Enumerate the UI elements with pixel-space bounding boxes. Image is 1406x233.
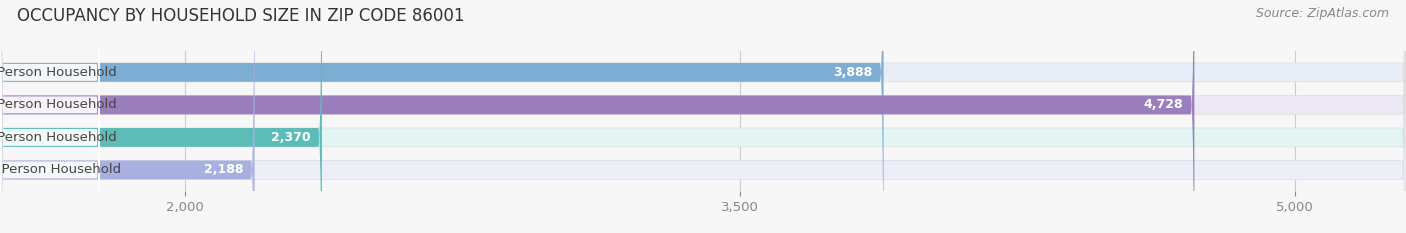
FancyBboxPatch shape [0,0,322,233]
FancyBboxPatch shape [0,0,883,233]
FancyBboxPatch shape [0,0,100,233]
Text: 3-Person Household: 3-Person Household [0,131,117,144]
FancyBboxPatch shape [0,0,100,233]
FancyBboxPatch shape [0,0,254,233]
FancyBboxPatch shape [0,0,1194,233]
Text: 3,888: 3,888 [834,66,873,79]
Text: 4+ Person Household: 4+ Person Household [0,163,121,176]
Text: 2,188: 2,188 [204,163,243,176]
Text: 1-Person Household: 1-Person Household [0,66,117,79]
Text: 2,370: 2,370 [271,131,311,144]
FancyBboxPatch shape [0,0,100,233]
FancyBboxPatch shape [0,0,100,233]
Text: OCCUPANCY BY HOUSEHOLD SIZE IN ZIP CODE 86001: OCCUPANCY BY HOUSEHOLD SIZE IN ZIP CODE … [17,7,464,25]
Text: 2-Person Household: 2-Person Household [0,98,117,111]
Text: 4,728: 4,728 [1143,98,1184,111]
Text: Source: ZipAtlas.com: Source: ZipAtlas.com [1256,7,1389,20]
